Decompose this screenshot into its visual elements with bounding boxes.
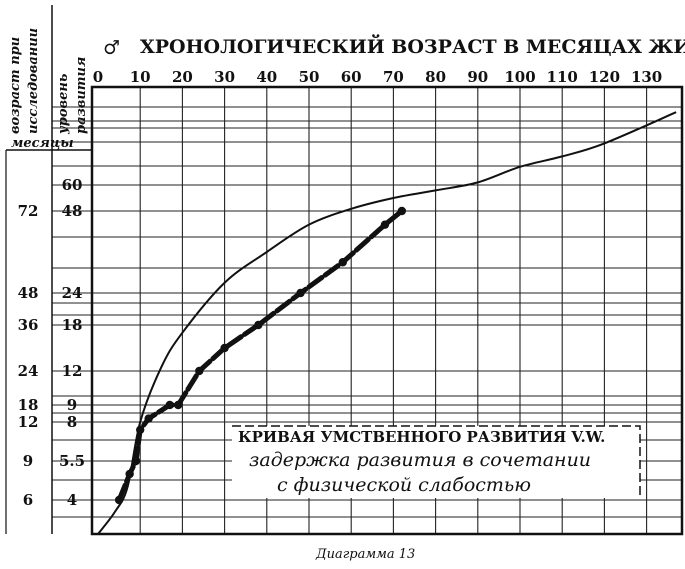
vw-data-point: [254, 320, 263, 330]
left-tick-label: 6: [23, 491, 33, 509]
chart-title: ХРОНОЛОГИЧЕСКИЙ ВОЗРАСТ В МЕСЯЦАХ ЖИЗНИ: [140, 34, 685, 58]
annotation-box: КРИВАЯ УМСТВЕННОГО РАЗВИТИЯ V.W. задержк…: [232, 425, 641, 498]
right-tick-label: 18: [62, 316, 83, 334]
right-tick-label: 5.5: [59, 452, 85, 470]
x-tick-label: 40: [256, 68, 277, 86]
left-tick-label: 12: [18, 413, 39, 431]
left-tick-label: 48: [18, 284, 39, 302]
right-tick-label: 12: [62, 362, 83, 380]
left-tick-label: 18: [18, 396, 39, 414]
right-tick-label: 60: [62, 176, 83, 194]
right-tick-label: 48: [62, 202, 83, 220]
x-tick-label: 20: [172, 68, 193, 86]
vw-data-point: [380, 220, 390, 229]
x-tick-label: 10: [130, 68, 151, 86]
x-tick-label: 90: [467, 68, 488, 86]
vw-data-point: [397, 206, 407, 216]
x-tick-label: 70: [383, 68, 404, 86]
right-tick-label: 8: [67, 413, 77, 431]
vw-data-point: [195, 366, 204, 376]
annotation-line3: с физической слабостью: [277, 474, 531, 496]
annotation-line2: задержка развития в сочетании: [249, 449, 591, 471]
x-tick-label: 100: [504, 68, 535, 86]
vw-data-point: [338, 258, 347, 267]
x-tick-label: 30: [214, 68, 235, 86]
x-tick-label: 110: [547, 68, 578, 86]
x-tick-label: 120: [589, 68, 620, 86]
annotation-background: [232, 426, 640, 498]
vw-data-point: [173, 400, 183, 410]
vw-data-point: [131, 456, 141, 466]
left-tick-label: 36: [18, 316, 39, 334]
norm-curve-line: [97, 111, 677, 535]
x-tick-label: 80: [425, 68, 446, 86]
right-tick-label: 4: [67, 491, 77, 509]
vw-data-point: [220, 343, 229, 353]
x-tick-label: 50: [299, 68, 320, 86]
annotation-border: [232, 425, 641, 498]
vw-data-point: [165, 400, 174, 410]
left-axis-label-line2: исследовании: [26, 28, 41, 134]
x-tick-label: 0: [93, 68, 103, 86]
right-tick-labels: 60 48 24 18 12 98 5.5 4: [59, 176, 85, 509]
vw-data-point: [296, 288, 305, 298]
right-axis-label-line1: уровень: [56, 73, 71, 135]
left-axis-label: возраст при исследовании: [8, 28, 41, 134]
annotation-line1: КРИВАЯ УМСТВЕННОГО РАЗВИТИЯ V.W.: [238, 428, 605, 446]
left-axis-unit: месяцы: [11, 136, 74, 151]
x-tick-label: 130: [631, 68, 662, 86]
gender-symbol: ♂: [103, 37, 120, 59]
x-tick-labels: 0 10 20 30 40 50 60 70 80 90 100 110 120 130: [93, 68, 662, 86]
x-tick-label: 60: [341, 68, 362, 86]
vw-data-point: [144, 414, 153, 423]
plot-frame: [90, 85, 684, 536]
left-tick-label: 9: [23, 452, 33, 470]
right-tick-label: 9: [67, 396, 77, 414]
vw-data-point: [114, 495, 124, 505]
vw-data-point: [125, 469, 134, 479]
vw-series-line: [116, 208, 405, 503]
right-tick-label: 24: [62, 284, 83, 302]
left-tick-label: 72: [18, 202, 39, 220]
left-tick-label: 24: [18, 362, 39, 380]
right-axis-label: уровень развития: [56, 57, 89, 135]
left-axis-label-line1: возраст при: [8, 37, 23, 134]
vw-data-point: [136, 425, 145, 434]
vw-development-series: [114, 206, 407, 505]
diagram-caption: Диаграмма 13: [315, 547, 415, 562]
right-axis-label-line2: развития: [74, 57, 89, 134]
